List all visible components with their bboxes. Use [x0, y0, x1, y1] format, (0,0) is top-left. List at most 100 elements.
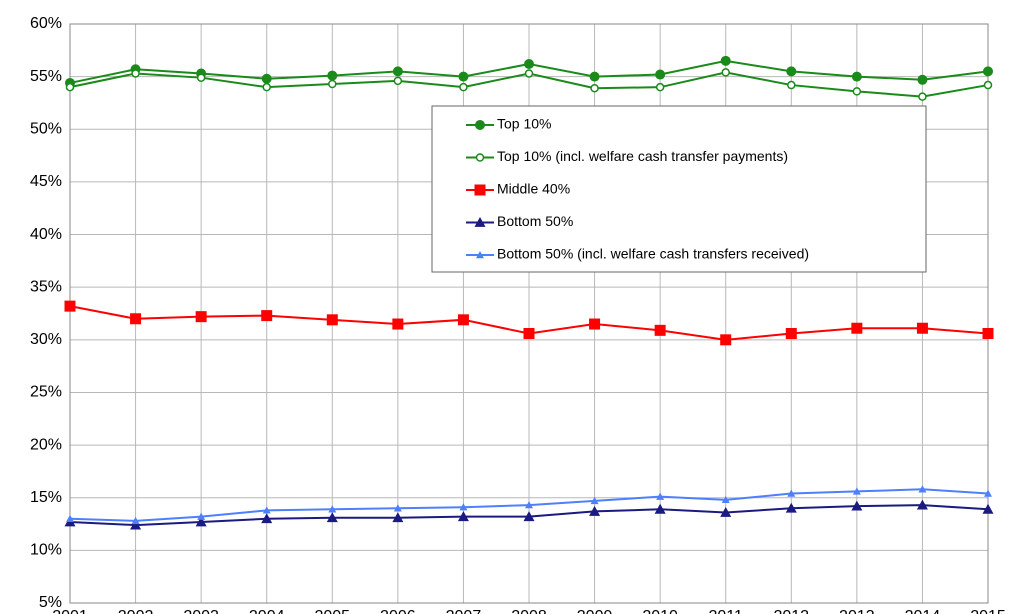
- marker: [525, 501, 533, 509]
- marker: [261, 310, 273, 322]
- x-tick-label: 2015: [970, 608, 1006, 614]
- marker: [328, 79, 337, 89]
- legend-label: Top 10%: [497, 116, 551, 132]
- marker: [197, 512, 206, 520]
- x-tick-label: 2012: [773, 608, 809, 614]
- marker: [982, 503, 994, 514]
- marker: [654, 324, 666, 336]
- legend-box: [431, 105, 927, 273]
- marker: [720, 55, 731, 66]
- marker: [916, 499, 928, 510]
- marker: [196, 73, 206, 82]
- marker: [524, 59, 534, 70]
- marker: [918, 485, 927, 493]
- marker: [328, 505, 337, 513]
- x-tick-label: 2006: [380, 608, 416, 614]
- marker: [523, 328, 535, 340]
- marker: [787, 489, 796, 497]
- y-tick-label: 50%: [30, 120, 62, 137]
- plot-frame: [69, 23, 989, 604]
- marker: [918, 92, 927, 101]
- legend-label: Bottom 50%: [497, 213, 573, 229]
- marker: [130, 313, 142, 325]
- y-tick-label: 25%: [30, 384, 62, 401]
- marker: [983, 66, 993, 77]
- marker: [983, 80, 993, 90]
- y-tick-label: 55%: [30, 68, 62, 85]
- marker: [475, 153, 485, 162]
- marker: [327, 70, 338, 81]
- marker: [131, 69, 140, 78]
- marker: [720, 334, 732, 346]
- x-tick-label: 2001: [52, 608, 88, 614]
- marker: [195, 311, 207, 323]
- marker: [589, 318, 601, 330]
- marker: [851, 500, 863, 511]
- marker: [459, 82, 468, 92]
- marker: [326, 512, 338, 523]
- marker: [852, 487, 861, 495]
- y-tick-label: 20%: [30, 436, 62, 453]
- marker: [392, 66, 403, 77]
- legend: Top 10% Top 10% (incl. welfare cash trans…: [431, 105, 927, 273]
- marker: [524, 69, 534, 78]
- marker: [851, 71, 862, 82]
- marker: [130, 519, 142, 530]
- marker: [195, 516, 207, 527]
- marker: [655, 82, 665, 92]
- x-tick-label: 2008: [511, 608, 547, 614]
- marker: [393, 504, 402, 512]
- x-tick-label: 2002: [118, 608, 154, 614]
- marker: [785, 502, 797, 513]
- y-tick-label: 35%: [30, 278, 62, 295]
- marker: [851, 322, 863, 334]
- x-tick-label: 2004: [249, 608, 285, 614]
- y-tick-label: 60%: [30, 15, 62, 32]
- y-tick-label: 40%: [30, 226, 62, 243]
- marker: [474, 217, 486, 227]
- marker: [64, 300, 76, 312]
- marker: [916, 322, 928, 334]
- y-tick-label: 30%: [30, 331, 62, 348]
- marker: [984, 489, 992, 497]
- x-tick-label: 2009: [577, 608, 613, 614]
- marker: [589, 71, 600, 82]
- legend-label: Top 10% (incl. welfare cash transfer pay…: [497, 148, 788, 164]
- x-tick-label: 2005: [314, 608, 350, 614]
- marker: [261, 73, 272, 84]
- marker: [721, 495, 730, 504]
- marker: [392, 318, 404, 330]
- marker: [590, 496, 599, 505]
- marker: [457, 314, 469, 326]
- x-tick-label: 2014: [905, 608, 941, 614]
- marker: [852, 87, 862, 96]
- marker: [458, 71, 469, 82]
- x-tick-label: 2013: [839, 608, 875, 614]
- marker: [655, 69, 666, 80]
- marker: [654, 503, 666, 514]
- marker: [326, 314, 338, 326]
- x-tick-label: 2011: [709, 608, 744, 614]
- marker: [787, 80, 796, 90]
- marker: [721, 68, 730, 77]
- marker: [982, 328, 994, 340]
- marker: [917, 74, 928, 85]
- marker: [392, 512, 404, 523]
- y-tick-label: 10%: [30, 542, 62, 559]
- legend-label: Bottom 50% (incl. welfare cash transfers…: [497, 246, 809, 262]
- marker: [785, 328, 797, 340]
- y-tick-label: 5%: [39, 594, 62, 611]
- marker: [66, 514, 74, 522]
- x-tick-label: 2003: [183, 608, 219, 614]
- marker: [262, 506, 271, 514]
- marker: [786, 66, 797, 77]
- marker: [476, 251, 484, 259]
- legend-label: Middle 40%: [497, 181, 570, 197]
- x-tick-label: 2010: [642, 608, 678, 614]
- marker: [523, 511, 535, 522]
- marker: [475, 120, 485, 130]
- marker: [656, 492, 665, 500]
- marker: [262, 82, 271, 92]
